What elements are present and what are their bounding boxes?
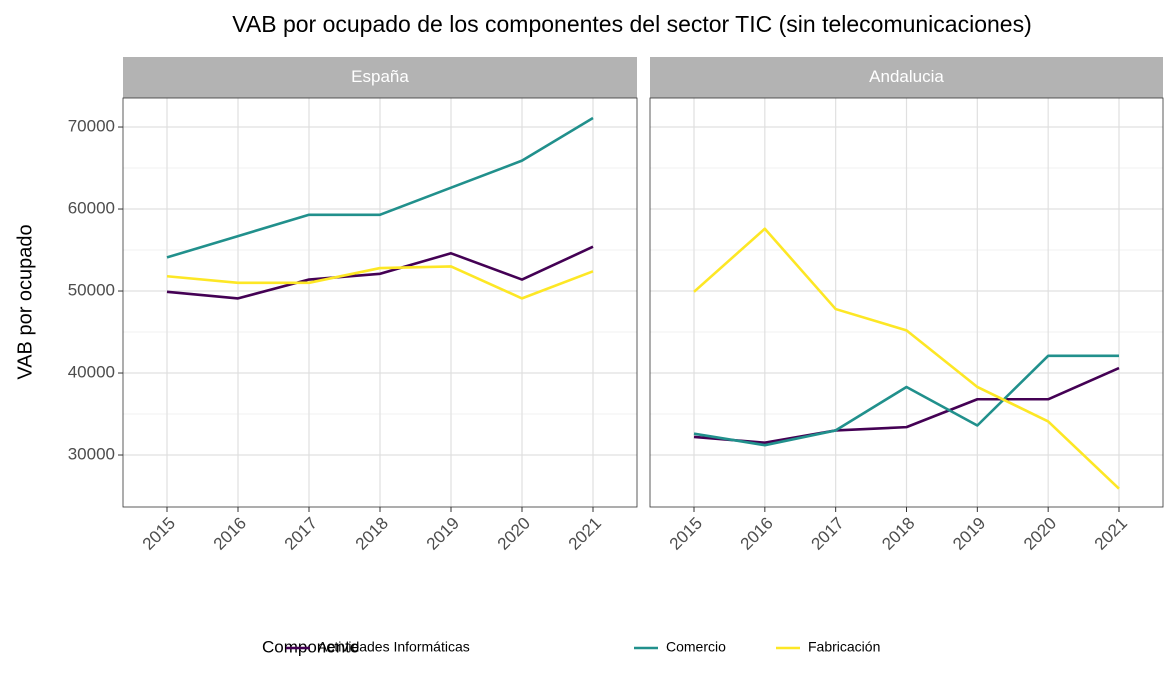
x-tick-label: 2019 [949,514,989,554]
y-tick-label: 70000 [68,117,115,136]
line [693,354,1119,447]
x-tick-label: 2020 [494,514,534,554]
line [693,366,1120,445]
x-tick-label: 2018 [878,514,918,554]
x-tick-label: 2018 [352,514,392,554]
x-tick-label: 2020 [1020,514,1060,554]
x-tick-label: 2017 [281,514,321,554]
x-tick-label: 2016 [210,514,250,554]
line [693,227,1120,490]
y-axis-label: VAB por ocupado [14,224,36,379]
x-tick-label: 2015 [666,514,706,554]
strip [650,57,1163,98]
y-tick-label: 60000 [68,199,115,218]
strip-label: España [351,67,409,86]
x-tick-label: 2021 [565,514,605,554]
line [166,116,594,259]
legend-title: Componente [262,637,359,656]
x-tick-label: 2019 [423,514,463,554]
legend-label: Actividades Informáticas [318,639,470,655]
line [166,265,594,300]
legend-label: Fabricación [808,639,880,655]
legend-label: Comercio [666,639,726,655]
x-tick-label: 2015 [139,514,179,554]
x-tick-label: 2016 [737,514,777,554]
line [166,245,594,300]
x-tick-label: 2021 [1091,514,1131,554]
strip [123,57,637,98]
strip-label: Andalucia [869,67,944,86]
y-tick-label: 40000 [68,363,115,382]
x-tick-label: 2017 [807,514,847,554]
y-tick-label: 50000 [68,281,115,300]
y-tick-label: 30000 [68,444,115,463]
chart-title: VAB por ocupado de los componentes del s… [232,11,1031,37]
